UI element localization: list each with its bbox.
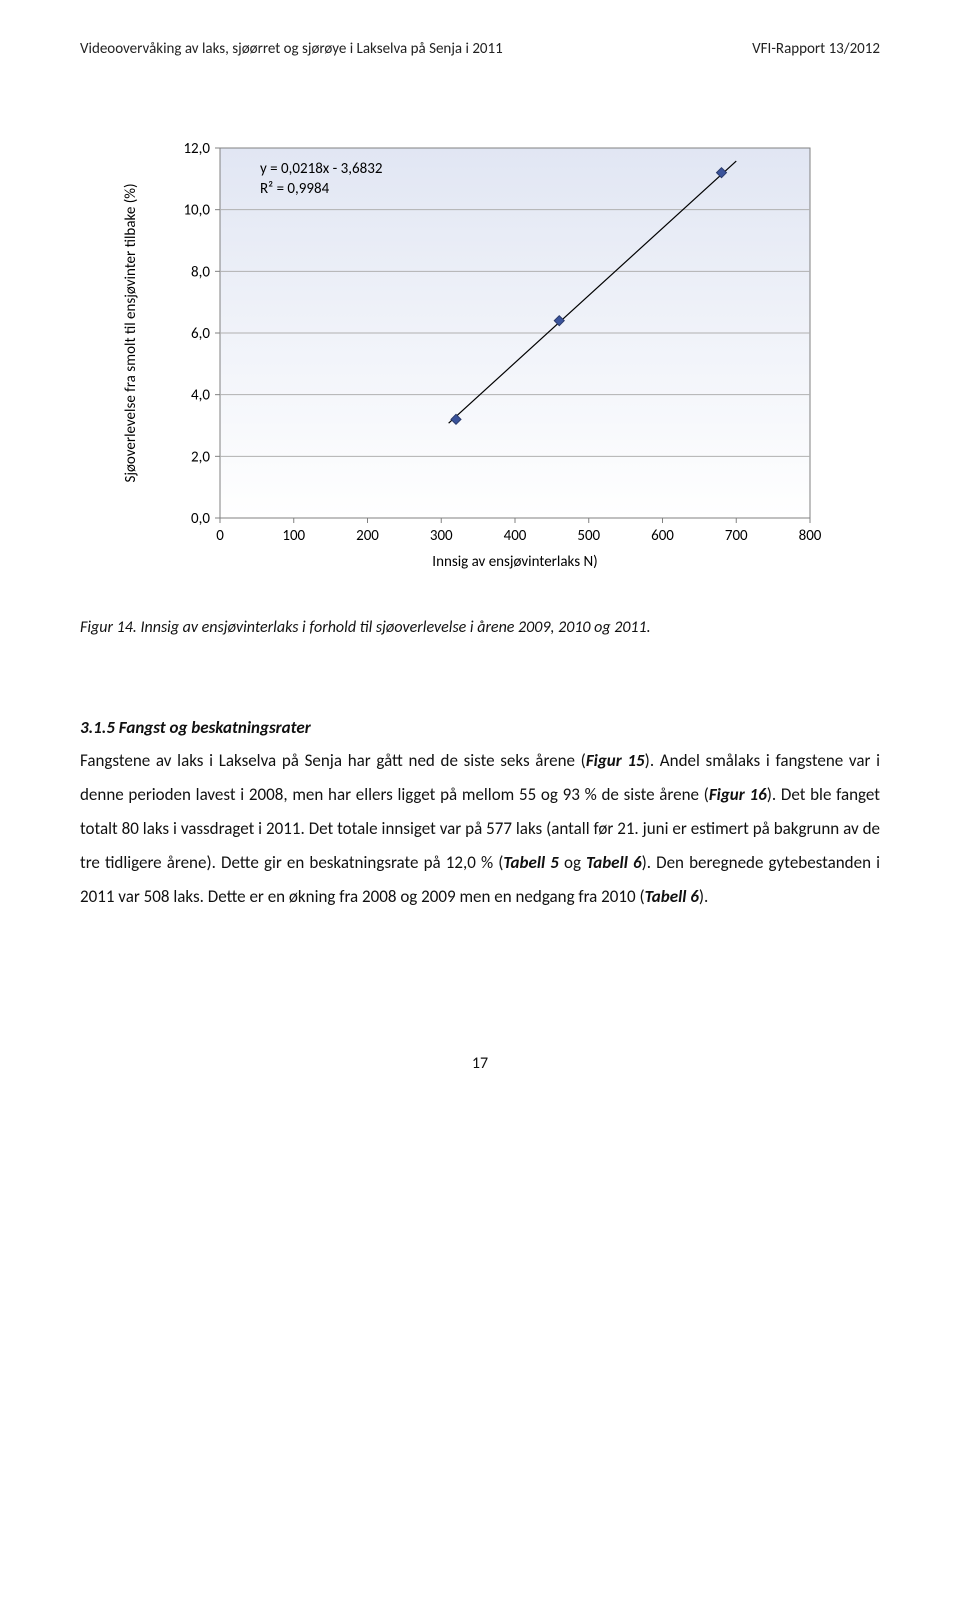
svg-text:y = 0,0218x - 3,6832: y = 0,0218x - 3,6832: [260, 160, 382, 178]
header-right: VFI-Rapport 13/2012: [752, 40, 880, 58]
svg-text:R² = 0,9984: R² = 0,9984: [260, 180, 330, 198]
header-left: Videoovervåking av laks, sjøørret og sjø…: [80, 40, 503, 58]
svg-text:8,0: 8,0: [191, 263, 210, 281]
svg-text:300: 300: [430, 527, 453, 545]
svg-text:200: 200: [356, 527, 379, 545]
svg-text:500: 500: [577, 527, 600, 545]
svg-text:10,0: 10,0: [183, 202, 210, 220]
svg-text:12,0: 12,0: [183, 140, 210, 158]
svg-text:400: 400: [504, 527, 527, 545]
svg-text:Innsig av ensjøvinterlaks N): Innsig av ensjøvinterlaks N): [432, 553, 597, 571]
section-body: Fangstene av laks i Lakselva på Senja ha…: [80, 744, 880, 914]
scatter-chart: 0,0 2,0 4,0 6,0 8,0 10,0 12,0 0 100 200 300 400 500 6…: [100, 118, 860, 598]
svg-text:2,0: 2,0: [191, 448, 210, 466]
svg-text:6,0: 6,0: [191, 325, 210, 343]
figure-caption: Figur 14. Innsig av ensjøvinterlaks i fo…: [80, 618, 880, 637]
svg-text:4,0: 4,0: [191, 387, 210, 405]
section-heading: 3.1.5 Fangst og beskatningsrater: [80, 717, 880, 738]
svg-text:Sjøoverlevelse fra smolt til e: Sjøoverlevelse fra smolt til ensjøvinter…: [122, 183, 140, 482]
svg-text:800: 800: [799, 527, 822, 545]
svg-text:700: 700: [725, 527, 748, 545]
chart-svg: 0,0 2,0 4,0 6,0 8,0 10,0 12,0 0 100 200 300 400 500 6…: [100, 118, 860, 598]
svg-text:0: 0: [216, 527, 224, 545]
svg-text:0,0: 0,0: [191, 510, 210, 528]
svg-text:600: 600: [651, 527, 674, 545]
svg-text:100: 100: [282, 527, 305, 545]
page-header: Videoovervåking av laks, sjøørret og sjø…: [80, 40, 880, 58]
page-number: 17: [80, 1054, 880, 1073]
